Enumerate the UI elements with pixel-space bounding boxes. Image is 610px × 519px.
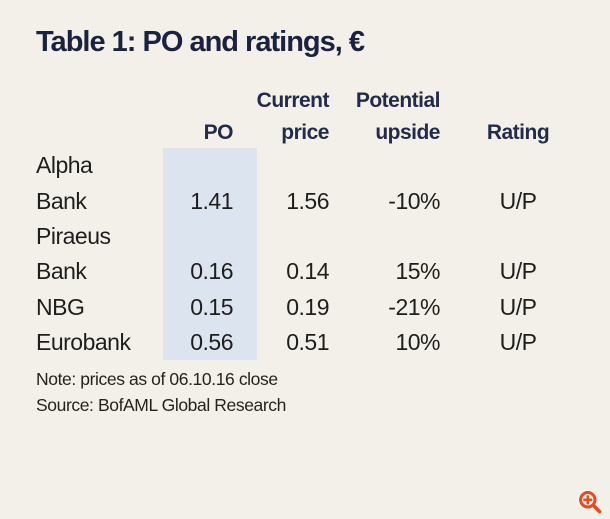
header-blank [36, 118, 163, 148]
po-cell: 0.16 [163, 254, 257, 290]
table-row: Alpha [36, 148, 594, 184]
price-cell: 0.14 [286, 258, 329, 285]
upside-cell [331, 148, 442, 183]
table-title: Table 1: PO and ratings, € [36, 26, 365, 58]
price-cell: 0.19 [286, 293, 329, 320]
upside-cell: -21% [388, 293, 440, 320]
price-cell [257, 219, 331, 254]
rating-cell: U/P [499, 329, 537, 356]
header-blank [442, 84, 594, 118]
note-text: Note: prices as of 06.10.16 close [36, 369, 278, 389]
rating-cell [442, 219, 594, 254]
price-cell: 0.51 [286, 329, 329, 356]
table-row: Eurobank 0.56 0.51 10% U/P [36, 324, 594, 361]
table-row: Bank 1.41 1.56 -10% U/P [36, 183, 594, 219]
header-price: price [281, 121, 329, 144]
company-label-cell: Eurobank [36, 329, 131, 356]
rating-cell [442, 148, 594, 183]
po-cell: 0.15 [163, 289, 257, 325]
table-row: NBG 0.15 0.19 -21% U/P [36, 289, 594, 325]
company-label-cell: Bank [36, 187, 87, 214]
source-text: Source: BofAML Global Research [36, 395, 286, 415]
po-cell [163, 148, 257, 184]
table-row: Bank 0.16 0.14 15% U/P [36, 254, 594, 290]
header-upside: upside [375, 121, 440, 144]
upside-cell [331, 219, 442, 254]
header-current: Current [256, 89, 330, 112]
rating-cell: U/P [499, 293, 537, 320]
header-row-2: PO price upside Rating [36, 118, 594, 148]
table-row: Piraeus [36, 218, 594, 255]
company-label-cell: Piraeus [36, 222, 111, 249]
price-cell: 1.56 [286, 187, 329, 214]
header-blank [36, 84, 163, 118]
po-cell: 1.41 [163, 183, 257, 219]
rating-cell: U/P [499, 187, 537, 214]
po-cell [163, 218, 257, 255]
header-rating: Rating [486, 121, 550, 144]
company-label-cell: Bank [36, 258, 87, 285]
header-row-1: Current Potential [36, 84, 594, 118]
price-cell [257, 148, 331, 183]
rating-cell: U/P [499, 258, 537, 285]
upside-cell: 10% [395, 329, 440, 356]
zoom-in-button[interactable] [577, 489, 603, 515]
po-cell: 0.56 [163, 324, 257, 361]
upside-cell: -10% [388, 187, 440, 214]
company-label-cell: NBG [36, 293, 85, 320]
company-label-cell: Alpha [36, 152, 93, 179]
magnifier-plus-icon [577, 489, 603, 515]
header-potential: Potential [355, 89, 441, 112]
header-po: PO [203, 121, 234, 144]
ratings-table: Current Potential PO price upside Rating… [36, 84, 594, 361]
header-blank [163, 84, 257, 118]
upside-cell: 15% [395, 258, 440, 285]
